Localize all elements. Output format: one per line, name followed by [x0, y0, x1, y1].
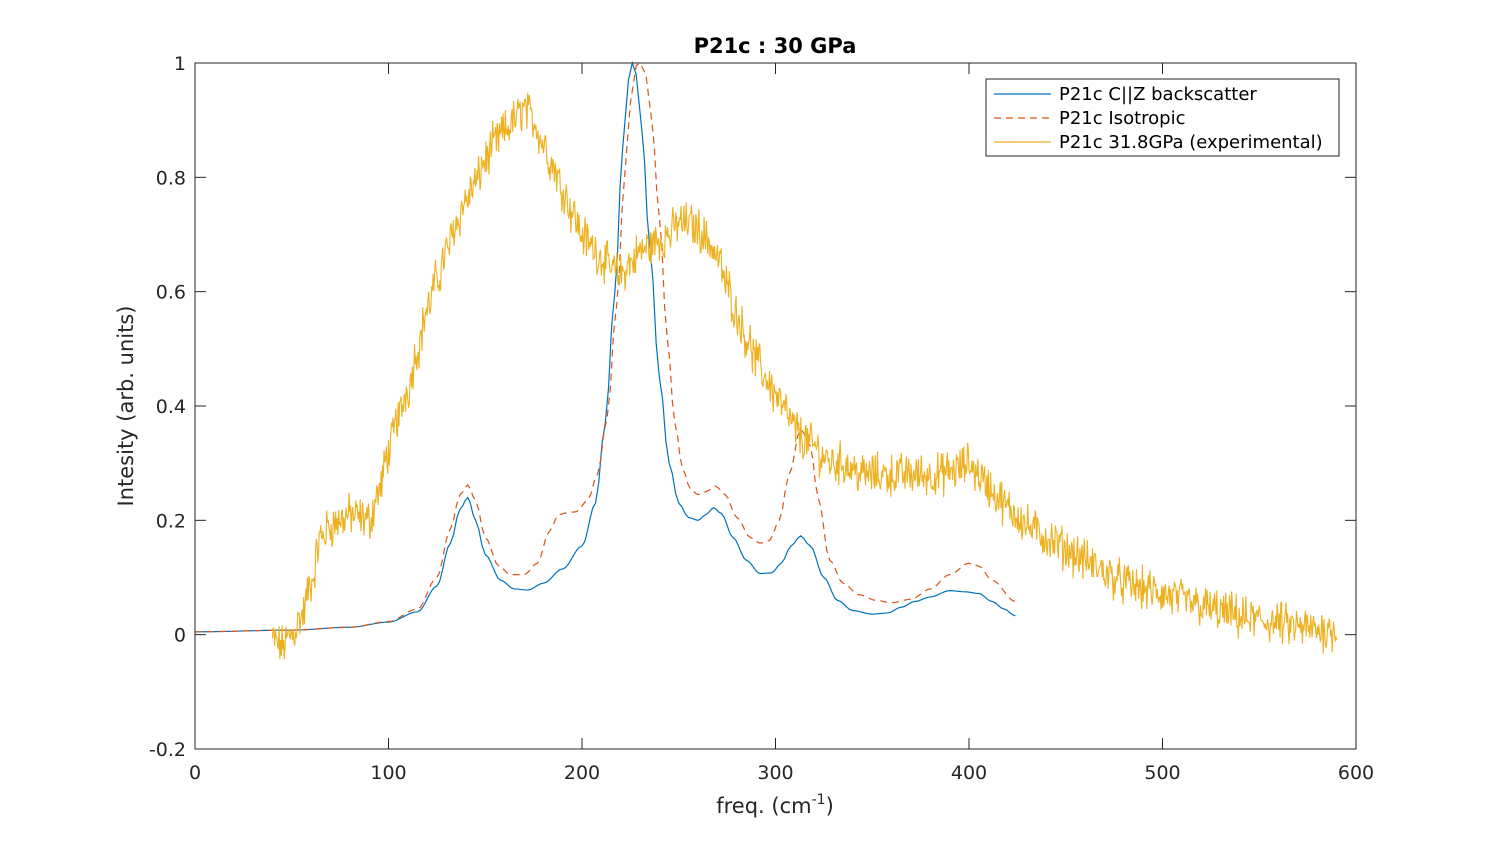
x-axis-label-superscript: -1 — [812, 792, 826, 808]
x-axis-label-main: freq. (cm — [716, 794, 811, 818]
y-axis-label: Intesity (arb. units) — [114, 306, 138, 507]
legend-label: P21c 31.8GPa (experimental) — [1059, 132, 1323, 153]
chart-title: P21c : 30 GPa — [694, 34, 857, 58]
x-tick-label: 600 — [1338, 762, 1374, 784]
legend-label: P21c C||Z backscatter — [1059, 84, 1257, 105]
x-axis-label-suffix: ) — [826, 794, 834, 818]
ticks-layer: 0 100 200 300 400 500 600-0.200.20.40.60.81 — [149, 53, 1374, 784]
y-tick-label: 0 — [174, 625, 186, 647]
legend: P21c C||Z backscatter P21c Isotropic P21c … — [985, 78, 1340, 157]
y-tick-label: 1 — [174, 53, 186, 75]
legend-label: P21c Isotropic — [1059, 108, 1185, 129]
series-experimental-line — [271, 92, 1338, 660]
x-tick-label: 500 — [1144, 762, 1180, 784]
y-tick-label: 0.8 — [156, 167, 186, 189]
x-axis-label: freq. (cm-1) — [716, 792, 834, 818]
y-tick-label: 0.4 — [156, 396, 186, 418]
y-tick-label: 0.2 — [156, 510, 186, 532]
series-layer — [194, 60, 1338, 660]
x-tick-label: 300 — [757, 762, 793, 784]
y-tick-label: 0.6 — [156, 282, 186, 304]
plot-area — [195, 63, 1356, 749]
y-tick-label: -0.2 — [149, 739, 186, 761]
x-tick-label: 400 — [951, 762, 987, 784]
series-isotropic-line — [194, 62, 1016, 633]
x-tick-label: 0 — [189, 762, 201, 784]
x-tick-label: 200 — [564, 762, 600, 784]
x-tick-label: 100 — [370, 762, 406, 784]
